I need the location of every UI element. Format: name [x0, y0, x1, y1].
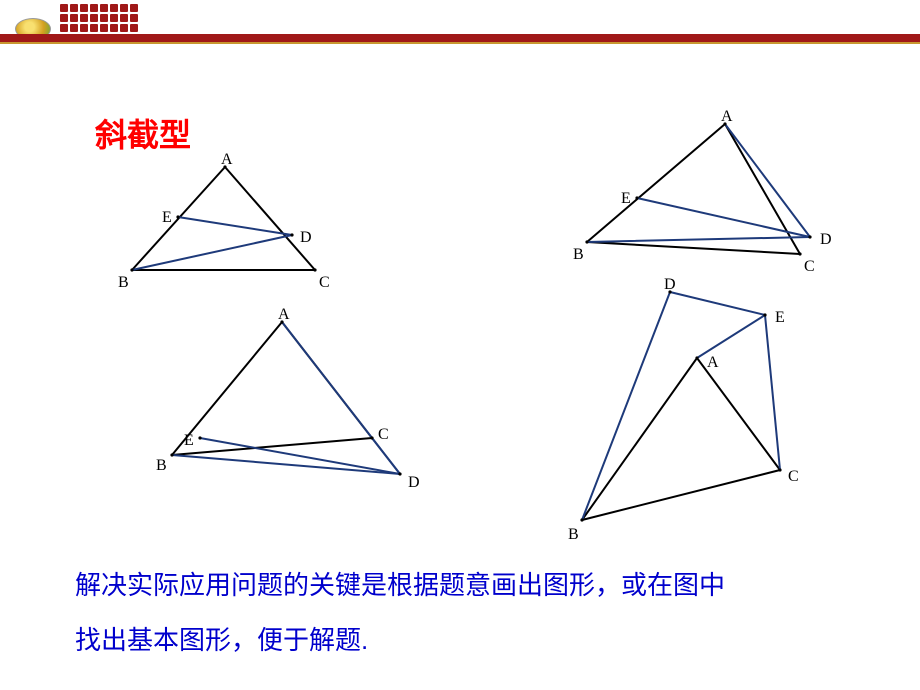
tri-3-label-D: D — [408, 474, 420, 492]
tri-2-label-E: E — [621, 190, 631, 208]
explanation-text: 解决实际应用问题的关键是根据题意画出图形，或在图中 找出基本图形，便于解题. — [75, 558, 725, 667]
page-title: 斜截型 — [95, 110, 191, 156]
tri-4: ABCDE — [570, 280, 810, 540]
tri-4-label-D: D — [664, 276, 676, 294]
header-dot-grid — [60, 4, 138, 32]
tri-1: ABCDE — [120, 155, 330, 295]
tri-4-label-B: B — [568, 526, 579, 544]
tri-3-label-C: C — [378, 426, 389, 444]
tri-1-label-C: C — [319, 274, 330, 292]
tri-1-svg — [120, 155, 330, 295]
tri-3-label-B: B — [156, 457, 167, 475]
tri-1-label-A: A — [221, 151, 233, 169]
tri-1-label-E: E — [162, 209, 172, 227]
header-band — [0, 34, 920, 44]
tri-4-label-C: C — [788, 468, 799, 486]
tri-2-label-C: C — [804, 258, 815, 276]
explanation-line-2: 找出基本图形，便于解题. — [75, 613, 725, 668]
tri-2-svg — [575, 112, 835, 282]
tri-3-label-A: A — [278, 306, 290, 324]
tri-3-label-E: E — [184, 432, 194, 450]
tri-2-label-B: B — [573, 246, 584, 264]
tri-2-label-D: D — [820, 231, 832, 249]
tri-4-label-A: A — [707, 354, 719, 372]
tri-4-label-E: E — [775, 309, 785, 327]
tri-2-label-A: A — [721, 108, 733, 126]
tri-4-svg — [570, 280, 810, 540]
explanation-line-1: 解决实际应用问题的关键是根据题意画出图形，或在图中 — [75, 558, 725, 613]
tri-3-svg — [150, 310, 420, 490]
tri-1-label-D: D — [300, 229, 312, 247]
tri-1-label-B: B — [118, 274, 129, 292]
tri-2: ABCDE — [575, 112, 835, 282]
tri-3: ABCDE — [150, 310, 420, 490]
header-bar — [0, 0, 920, 40]
